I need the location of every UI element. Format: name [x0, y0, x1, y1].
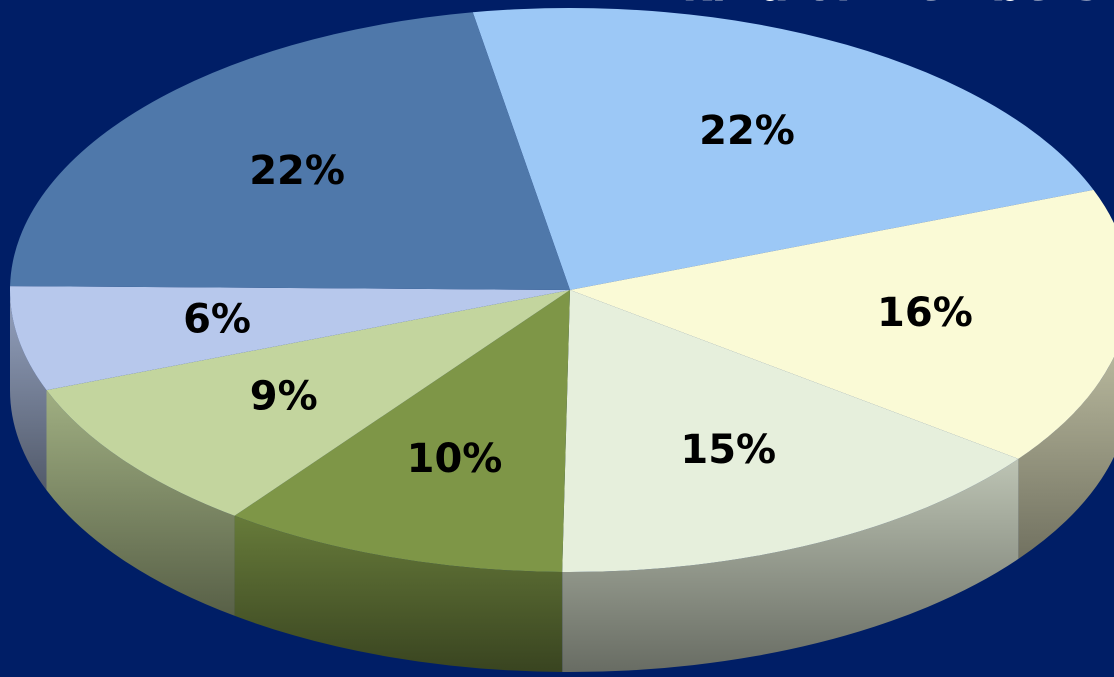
- slice-label-3: 10%: [407, 436, 503, 482]
- pie-side-5: [10, 290, 47, 491]
- slice-label-2: 15%: [680, 427, 776, 473]
- pie-side-walls: [10, 290, 1114, 672]
- pie-labels: 22% 16% 15% 10% 9% 6% 22%: [183, 108, 973, 482]
- slice-label-0: 22%: [699, 108, 795, 154]
- pie-slice-2: [562, 290, 1019, 572]
- pie-side-1: [1018, 356, 1114, 559]
- pie-slice-1: [570, 189, 1114, 459]
- slice-label-6: 22%: [249, 148, 345, 194]
- pie-slices: [9, 7, 1114, 572]
- chart-title: kind of members: [560, 0, 1100, 11]
- slice-label-1: 16%: [877, 290, 973, 336]
- pie-side-3: [234, 515, 563, 672]
- pie-slice-4: [46, 290, 570, 516]
- pie-slice-3: [234, 290, 570, 572]
- pie-slice-0: [472, 7, 1094, 290]
- pie-side-4: [46, 390, 235, 616]
- slice-label-5: 6%: [183, 296, 251, 342]
- slice-label-4: 9%: [250, 374, 318, 420]
- pie-slice-6: [10, 12, 571, 291]
- pie-slice-5: [9, 286, 570, 391]
- pie-side-2: [562, 458, 1019, 672]
